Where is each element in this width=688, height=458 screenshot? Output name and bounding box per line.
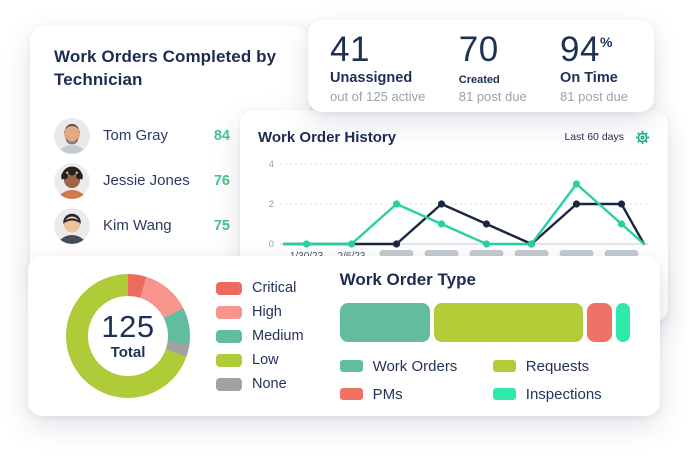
- stat-on-time-value: 94%: [560, 30, 613, 69]
- stats-card: 41 Unassigned out of 125 active 70 Creat…: [308, 20, 654, 112]
- medium-swatch: [216, 329, 242, 343]
- gear-icon[interactable]: [635, 130, 650, 145]
- work-order-type-stacked-bar: [339, 302, 630, 342]
- bar-segment-pms: [587, 302, 612, 342]
- technician-completed-count: 84: [213, 127, 230, 144]
- none-swatch: [216, 377, 242, 391]
- stat-created: 70 Created 81 post due: [458, 30, 527, 104]
- stat-on-time-sub: 81 post due: [560, 88, 628, 104]
- low-swatch: [216, 353, 242, 367]
- svg-text:0: 0: [269, 239, 274, 250]
- priority-donut-chart: 125 Total: [66, 274, 190, 398]
- legend-item-pms: PMs: [339, 386, 477, 403]
- legend-item-critical: Critical: [216, 280, 304, 296]
- stat-unassigned-value: 41: [330, 30, 370, 69]
- legend-item-none: None: [216, 376, 304, 392]
- work-order-type-section: Work Order Type Work Orders Requests PMs…: [339, 269, 630, 403]
- donut-total-label: Total: [110, 344, 146, 361]
- avatar-tom-gray: [54, 117, 90, 154]
- technician-row-jessie-jones[interactable]: Jessie Jones 76: [54, 162, 230, 199]
- work-orders-swatch: [339, 360, 363, 372]
- stat-unassigned: 41 Unassigned out of 125 active: [330, 30, 425, 104]
- bar-segment-work-orders: [339, 302, 430, 342]
- high-swatch: [216, 305, 242, 319]
- avatar-kim-wang: [54, 207, 90, 244]
- stat-created-value: 70: [458, 30, 499, 69]
- technician-row-tom-gray[interactable]: Tom Gray 84: [54, 117, 230, 154]
- bar-segment-requests: [434, 302, 584, 342]
- legend-item-work-orders: Work Orders: [339, 358, 477, 375]
- work-order-type-title: Work Order Type: [339, 269, 476, 289]
- avatar-jessie-jones: [54, 162, 90, 199]
- technician-name: Tom Gray: [103, 127, 169, 145]
- priority-legend: Critical High Medium Low None: [216, 280, 304, 392]
- svg-text:4: 4: [269, 159, 274, 170]
- stat-on-time-label: On Time: [560, 69, 618, 86]
- pms-swatch: [339, 388, 363, 400]
- legend-item-medium: Medium: [216, 328, 304, 344]
- date-range-selector[interactable]: Last 60 days: [564, 131, 624, 143]
- legend-item-inspections: Inspections: [492, 386, 630, 403]
- priority-donut-center: 125 Total: [88, 296, 168, 376]
- stat-unassigned-sub: out of 125 active: [330, 88, 426, 104]
- legend-item-requests: Requests: [492, 358, 630, 375]
- technician-completed-count: 75: [213, 217, 230, 234]
- history-card-title: Work Order History: [258, 128, 397, 146]
- technician-name: Jessie Jones: [103, 172, 190, 190]
- critical-swatch: [216, 281, 242, 295]
- requests-swatch: [492, 360, 516, 372]
- stat-on-time: 94% On Time 81 post due: [560, 30, 628, 104]
- legend-item-low: Low: [216, 352, 304, 368]
- stat-created-label: Created: [458, 73, 500, 86]
- overview-card: 125 Total Critical High Medium Low None …: [28, 256, 660, 416]
- technician-card-title: Work Orders Completed by Technician: [54, 47, 277, 89]
- stat-unassigned-label: Unassigned: [330, 69, 413, 86]
- technician-name: Kim Wang: [103, 217, 172, 235]
- donut-total-value: 125: [101, 309, 155, 344]
- technician-row-kim-wang[interactable]: Kim Wang 75: [54, 207, 230, 244]
- legend-item-high: High: [216, 304, 304, 320]
- inspections-swatch: [492, 388, 516, 400]
- percent-sign: %: [599, 34, 613, 50]
- bar-segment-inspections: [615, 302, 630, 342]
- svg-text:2: 2: [269, 199, 274, 210]
- technician-completed-count: 76: [213, 172, 230, 189]
- work-order-type-legend: Work Orders Requests PMs Inspections: [339, 358, 630, 403]
- stat-created-sub: 81 post due: [458, 88, 527, 104]
